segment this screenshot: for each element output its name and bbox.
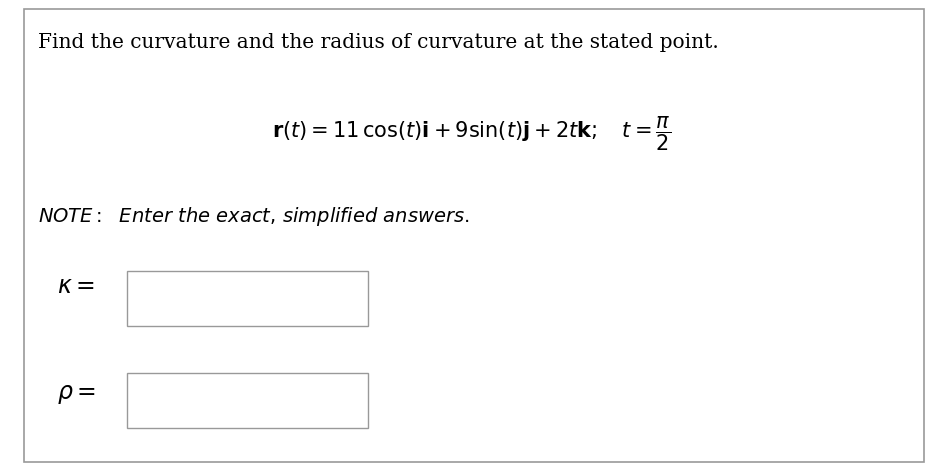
Text: $\it{NOTE{:}}$  $\it{Enter\ the\ exact{,}\ simplified\ answers.}$: $\it{NOTE{:}}$ $\it{Enter\ the\ exact{,}… (38, 205, 470, 228)
Text: $\kappa =$: $\kappa =$ (57, 274, 94, 298)
Bar (127, 271, 368, 326)
Bar (127, 374, 368, 428)
Text: $\mathbf{r}(t) = 11\,\cos(t)\mathbf{i} + 9\sin(t)\mathbf{j} + 2t\mathbf{k};\quad: $\mathbf{r}(t) = 11\,\cos(t)\mathbf{i} +… (272, 114, 671, 153)
Text: Find the curvature and the radius of curvature at the stated point.: Find the curvature and the radius of cur… (38, 33, 719, 52)
Text: $\rho =$: $\rho =$ (57, 381, 95, 405)
